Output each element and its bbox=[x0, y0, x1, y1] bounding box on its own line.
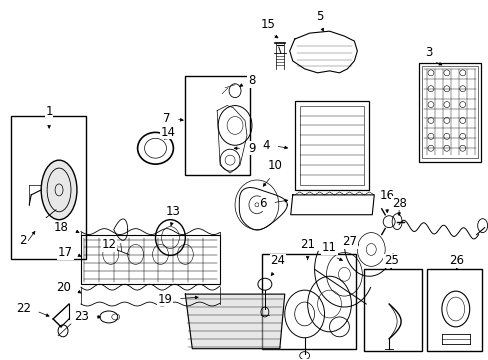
Text: 21: 21 bbox=[300, 238, 314, 251]
Text: 4: 4 bbox=[262, 139, 269, 152]
Text: 3: 3 bbox=[425, 46, 432, 59]
Bar bbox=[81, 235, 220, 284]
Text: 1: 1 bbox=[45, 105, 53, 118]
Bar bbox=[294, 100, 368, 190]
Bar bbox=[185, 76, 249, 175]
Text: 8: 8 bbox=[247, 74, 255, 87]
Bar bbox=[262, 255, 356, 349]
Text: 17: 17 bbox=[58, 246, 73, 259]
Bar bbox=[421, 66, 477, 158]
Bar bbox=[364, 269, 421, 351]
Text: 6: 6 bbox=[259, 197, 266, 210]
Text: 27: 27 bbox=[342, 235, 357, 248]
Text: 20: 20 bbox=[56, 281, 71, 294]
Text: 28: 28 bbox=[391, 197, 406, 210]
Text: 15: 15 bbox=[260, 18, 275, 31]
Bar bbox=[426, 269, 481, 351]
Text: 5: 5 bbox=[315, 10, 323, 23]
Ellipse shape bbox=[41, 160, 77, 220]
Text: 13: 13 bbox=[165, 205, 181, 218]
Text: 26: 26 bbox=[448, 254, 463, 267]
Polygon shape bbox=[185, 294, 284, 349]
Text: 9: 9 bbox=[247, 142, 255, 155]
Text: 25: 25 bbox=[383, 254, 398, 267]
Text: 24: 24 bbox=[270, 254, 285, 267]
Text: 7: 7 bbox=[163, 112, 170, 125]
Bar bbox=[299, 105, 364, 185]
Bar bbox=[418, 63, 480, 162]
Text: 10: 10 bbox=[267, 159, 282, 172]
Bar bbox=[11, 116, 86, 260]
Text: 22: 22 bbox=[16, 302, 31, 315]
Text: 12: 12 bbox=[101, 238, 116, 251]
Text: 16: 16 bbox=[379, 189, 394, 202]
Text: 19: 19 bbox=[157, 293, 172, 306]
Text: 11: 11 bbox=[322, 242, 336, 255]
Text: 2: 2 bbox=[20, 234, 27, 247]
Text: 18: 18 bbox=[54, 221, 69, 234]
Text: 14: 14 bbox=[160, 126, 175, 139]
Text: 23: 23 bbox=[74, 310, 89, 323]
